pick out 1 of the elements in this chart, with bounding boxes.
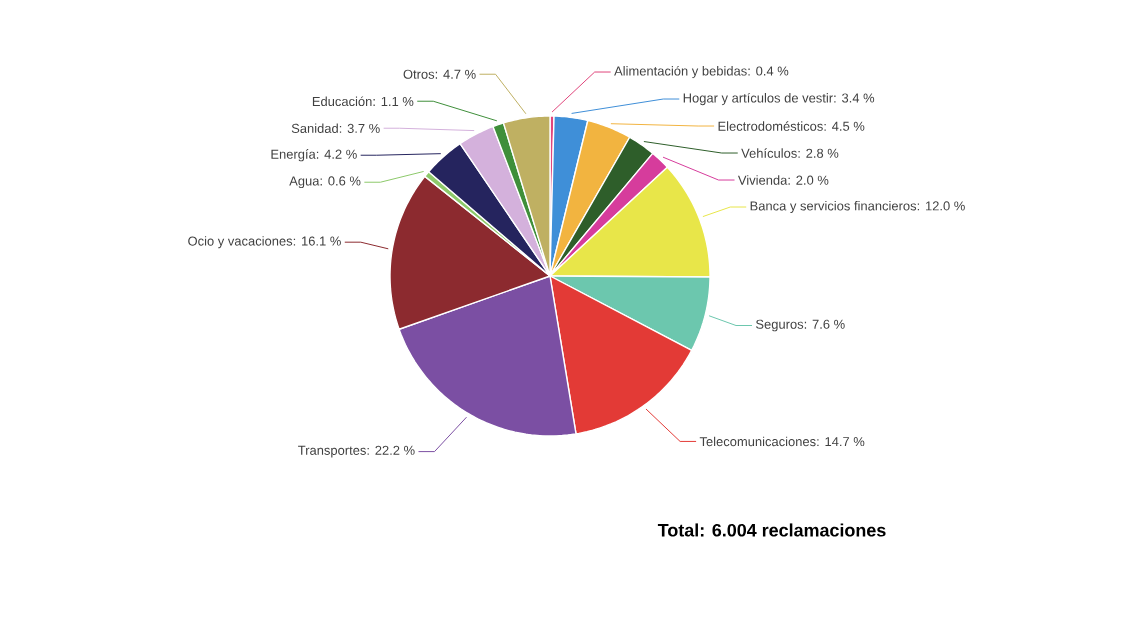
text: Total: 6.004 reclamaciones (657, 523, 886, 537)
